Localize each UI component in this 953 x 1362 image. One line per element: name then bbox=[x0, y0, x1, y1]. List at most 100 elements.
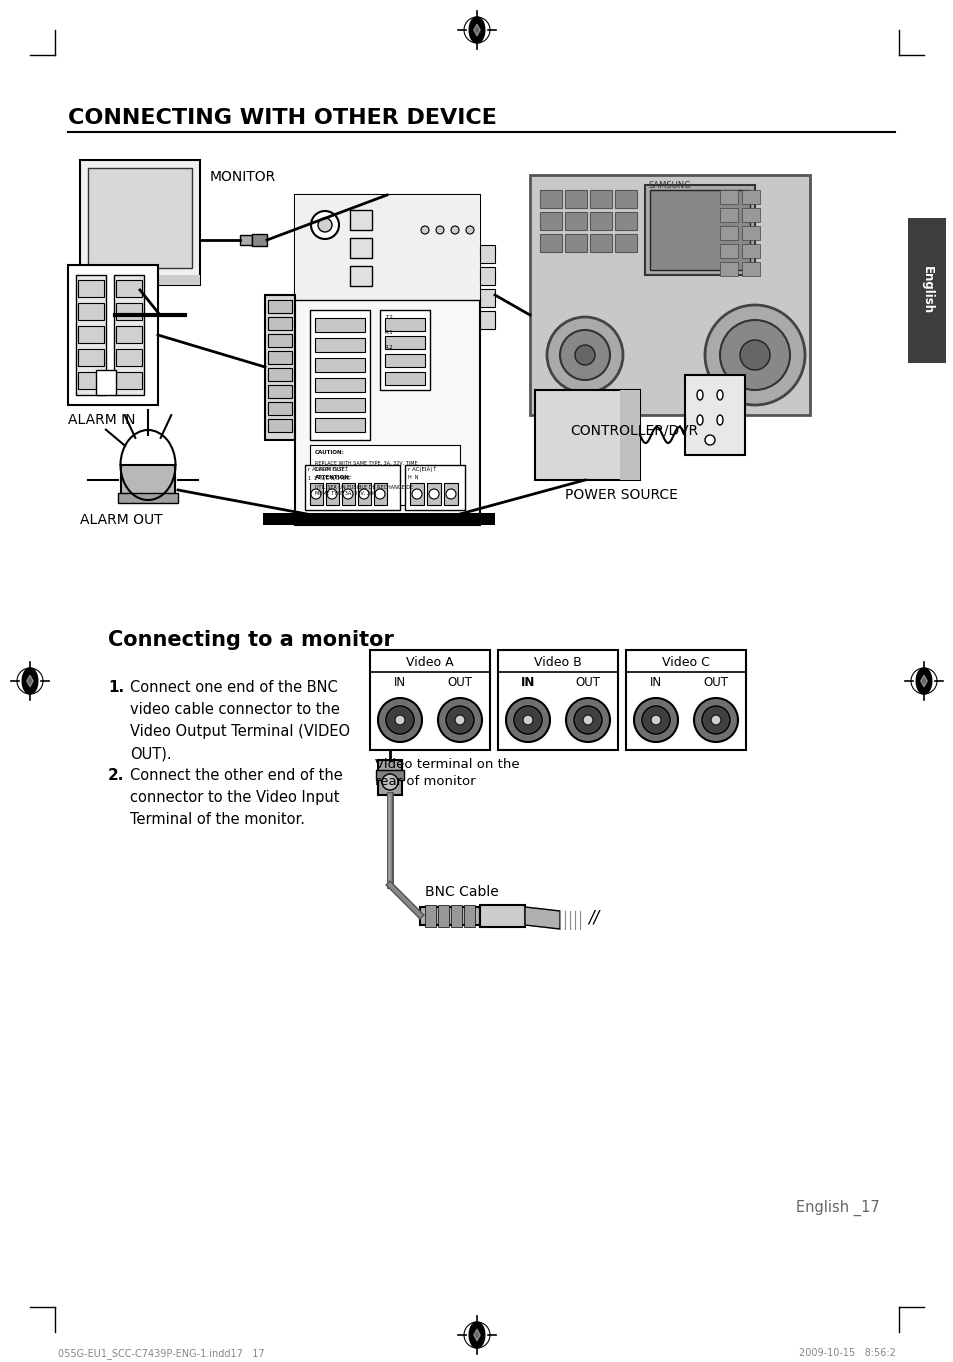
Bar bbox=[268, 368, 292, 381]
Bar bbox=[539, 191, 561, 208]
Bar bbox=[268, 402, 292, 415]
Text: Video C: Video C bbox=[661, 656, 709, 669]
Ellipse shape bbox=[717, 390, 722, 400]
Circle shape bbox=[395, 715, 405, 725]
Bar bbox=[116, 349, 142, 366]
Bar bbox=[741, 208, 760, 222]
Bar bbox=[268, 385, 292, 398]
Text: OUT: OUT bbox=[702, 676, 728, 689]
Bar bbox=[78, 302, 104, 320]
Polygon shape bbox=[469, 16, 484, 44]
Text: CONNECTING WITH OTHER DEVICE: CONNECTING WITH OTHER DEVICE bbox=[68, 108, 497, 128]
Text: Connecting to a monitor: Connecting to a monitor bbox=[108, 631, 394, 650]
Text: Connect the other end of the
connector to the Video Input
Terminal of the monito: Connect the other end of the connector t… bbox=[130, 768, 342, 827]
Text: CONTROLLER/DVR: CONTROLLER/DVR bbox=[569, 424, 698, 437]
Bar bbox=[615, 212, 637, 230]
Text: 055G-EU1_SCC-C7439P-ENG-1.indd17   17: 055G-EU1_SCC-C7439P-ENG-1.indd17 17 bbox=[58, 1348, 264, 1359]
Text: English: English bbox=[920, 267, 933, 315]
Circle shape bbox=[104, 278, 108, 282]
Ellipse shape bbox=[697, 390, 702, 400]
Circle shape bbox=[514, 706, 541, 734]
Bar bbox=[116, 281, 142, 297]
Bar bbox=[80, 159, 200, 285]
Text: REPLACE WITH SAME TYPE, 3A, 32V, TIME
DELAY FUSE.: REPLACE WITH SAME TYPE, 3A, 32V, TIME DE… bbox=[314, 460, 417, 471]
Text: 2.: 2. bbox=[108, 768, 124, 783]
Bar bbox=[644, 185, 754, 275]
Text: CAUTION:: CAUTION: bbox=[314, 449, 345, 455]
Bar bbox=[479, 289, 495, 306]
Circle shape bbox=[704, 305, 804, 405]
Bar bbox=[252, 234, 267, 247]
Polygon shape bbox=[22, 667, 38, 695]
Bar bbox=[326, 484, 338, 505]
Bar bbox=[78, 281, 104, 297]
Bar bbox=[741, 226, 760, 240]
Circle shape bbox=[720, 320, 789, 390]
Bar bbox=[615, 191, 637, 208]
Bar bbox=[385, 317, 424, 331]
Bar bbox=[451, 904, 461, 928]
Bar bbox=[78, 372, 104, 390]
Bar bbox=[240, 236, 252, 245]
Polygon shape bbox=[120, 464, 175, 500]
Bar bbox=[479, 311, 495, 330]
Text: r ALARM OUT↑: r ALARM OUT↑ bbox=[308, 467, 349, 473]
Bar bbox=[314, 379, 365, 392]
Text: POWER SOURCE: POWER SOURCE bbox=[564, 488, 678, 503]
Text: 1  2  N/C N/O N/C: 1 2 N/C N/O N/C bbox=[308, 475, 350, 479]
Bar bbox=[437, 904, 449, 928]
Bar bbox=[720, 191, 738, 204]
Bar bbox=[350, 266, 372, 286]
Circle shape bbox=[455, 715, 464, 725]
Bar bbox=[385, 354, 424, 366]
Text: ATTENTION:: ATTENTION: bbox=[314, 475, 352, 479]
Bar bbox=[720, 208, 738, 222]
Bar bbox=[314, 338, 365, 351]
Circle shape bbox=[701, 706, 729, 734]
Bar bbox=[310, 445, 459, 505]
Bar bbox=[96, 370, 116, 395]
Bar bbox=[385, 336, 424, 349]
Circle shape bbox=[311, 489, 320, 498]
Circle shape bbox=[377, 697, 421, 742]
Bar bbox=[424, 904, 436, 928]
Bar bbox=[539, 212, 561, 230]
Text: R.1: R.1 bbox=[385, 330, 394, 335]
Bar bbox=[720, 244, 738, 257]
Bar bbox=[564, 212, 586, 230]
Bar bbox=[589, 234, 612, 252]
Bar bbox=[314, 317, 365, 332]
Circle shape bbox=[96, 278, 100, 282]
Circle shape bbox=[386, 706, 414, 734]
Circle shape bbox=[574, 706, 601, 734]
Bar bbox=[741, 262, 760, 276]
Text: ALARM IN: ALARM IN bbox=[68, 413, 135, 428]
Circle shape bbox=[446, 489, 456, 498]
Bar bbox=[116, 326, 142, 343]
Circle shape bbox=[88, 278, 91, 282]
Ellipse shape bbox=[717, 415, 722, 425]
Bar bbox=[294, 195, 479, 524]
Bar bbox=[116, 372, 142, 390]
Bar bbox=[268, 317, 292, 330]
Bar bbox=[113, 275, 144, 395]
Bar bbox=[78, 349, 104, 366]
Bar bbox=[720, 262, 738, 276]
Text: Video terminal on the
rear of monitor: Video terminal on the rear of monitor bbox=[375, 759, 519, 789]
Circle shape bbox=[650, 715, 660, 725]
Bar bbox=[497, 650, 618, 750]
Bar bbox=[379, 311, 430, 390]
Polygon shape bbox=[524, 907, 559, 929]
Bar bbox=[68, 266, 158, 405]
Bar bbox=[535, 390, 639, 479]
Circle shape bbox=[343, 489, 353, 498]
Circle shape bbox=[575, 345, 595, 365]
Circle shape bbox=[375, 489, 385, 498]
Bar bbox=[377, 760, 401, 795]
Circle shape bbox=[559, 330, 609, 380]
Circle shape bbox=[740, 340, 769, 370]
Circle shape bbox=[381, 774, 397, 790]
Polygon shape bbox=[469, 1323, 484, 1348]
Bar bbox=[530, 174, 809, 415]
Text: OUT: OUT bbox=[575, 676, 599, 689]
